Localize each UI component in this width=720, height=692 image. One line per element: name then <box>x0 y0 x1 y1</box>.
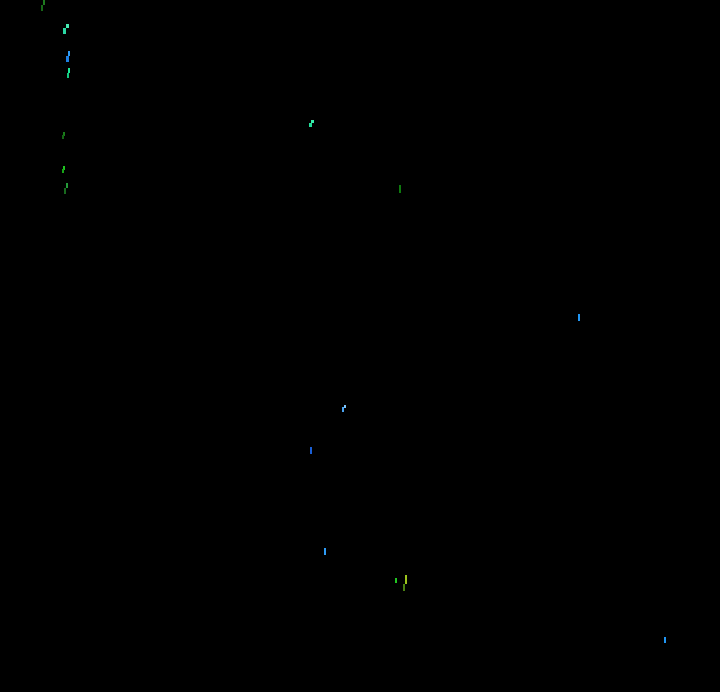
spark-1-spark-segment <box>41 5 43 11</box>
spark-2-spark-segment <box>66 24 69 28</box>
spark-5-spark-segment <box>63 132 65 136</box>
spark-8-spark-segment <box>311 120 314 123</box>
spark-11-spark-segment <box>342 407 344 412</box>
spark-7-spark-segment <box>66 183 68 188</box>
spark-6-spark-segment <box>63 166 65 170</box>
spark-2-spark-segment <box>63 28 66 34</box>
spark-3-spark-segment <box>68 51 70 56</box>
spark-15-spark-segment <box>405 575 407 584</box>
spark-7-spark-segment <box>64 188 66 194</box>
spark-4-spark-segment <box>68 68 70 73</box>
spark-14-spark-segment <box>395 578 397 583</box>
spark-10-spark-segment <box>578 314 580 321</box>
spark-9-spark-segment <box>399 185 401 193</box>
spark-8-spark-segment <box>309 123 312 127</box>
spark-12-spark-segment <box>310 447 312 454</box>
spark-3-spark-segment <box>66 56 69 62</box>
spark-1-spark-segment <box>43 0 45 5</box>
spark-5-spark-segment <box>62 135 64 139</box>
spark-6-spark-segment <box>62 169 64 173</box>
spark-4-spark-segment <box>67 73 69 78</box>
spark-15-spark-segment <box>403 584 405 591</box>
spark-16-spark-segment <box>664 637 666 643</box>
spark-13-spark-segment <box>324 548 326 555</box>
spark-11-spark-segment <box>344 405 346 408</box>
